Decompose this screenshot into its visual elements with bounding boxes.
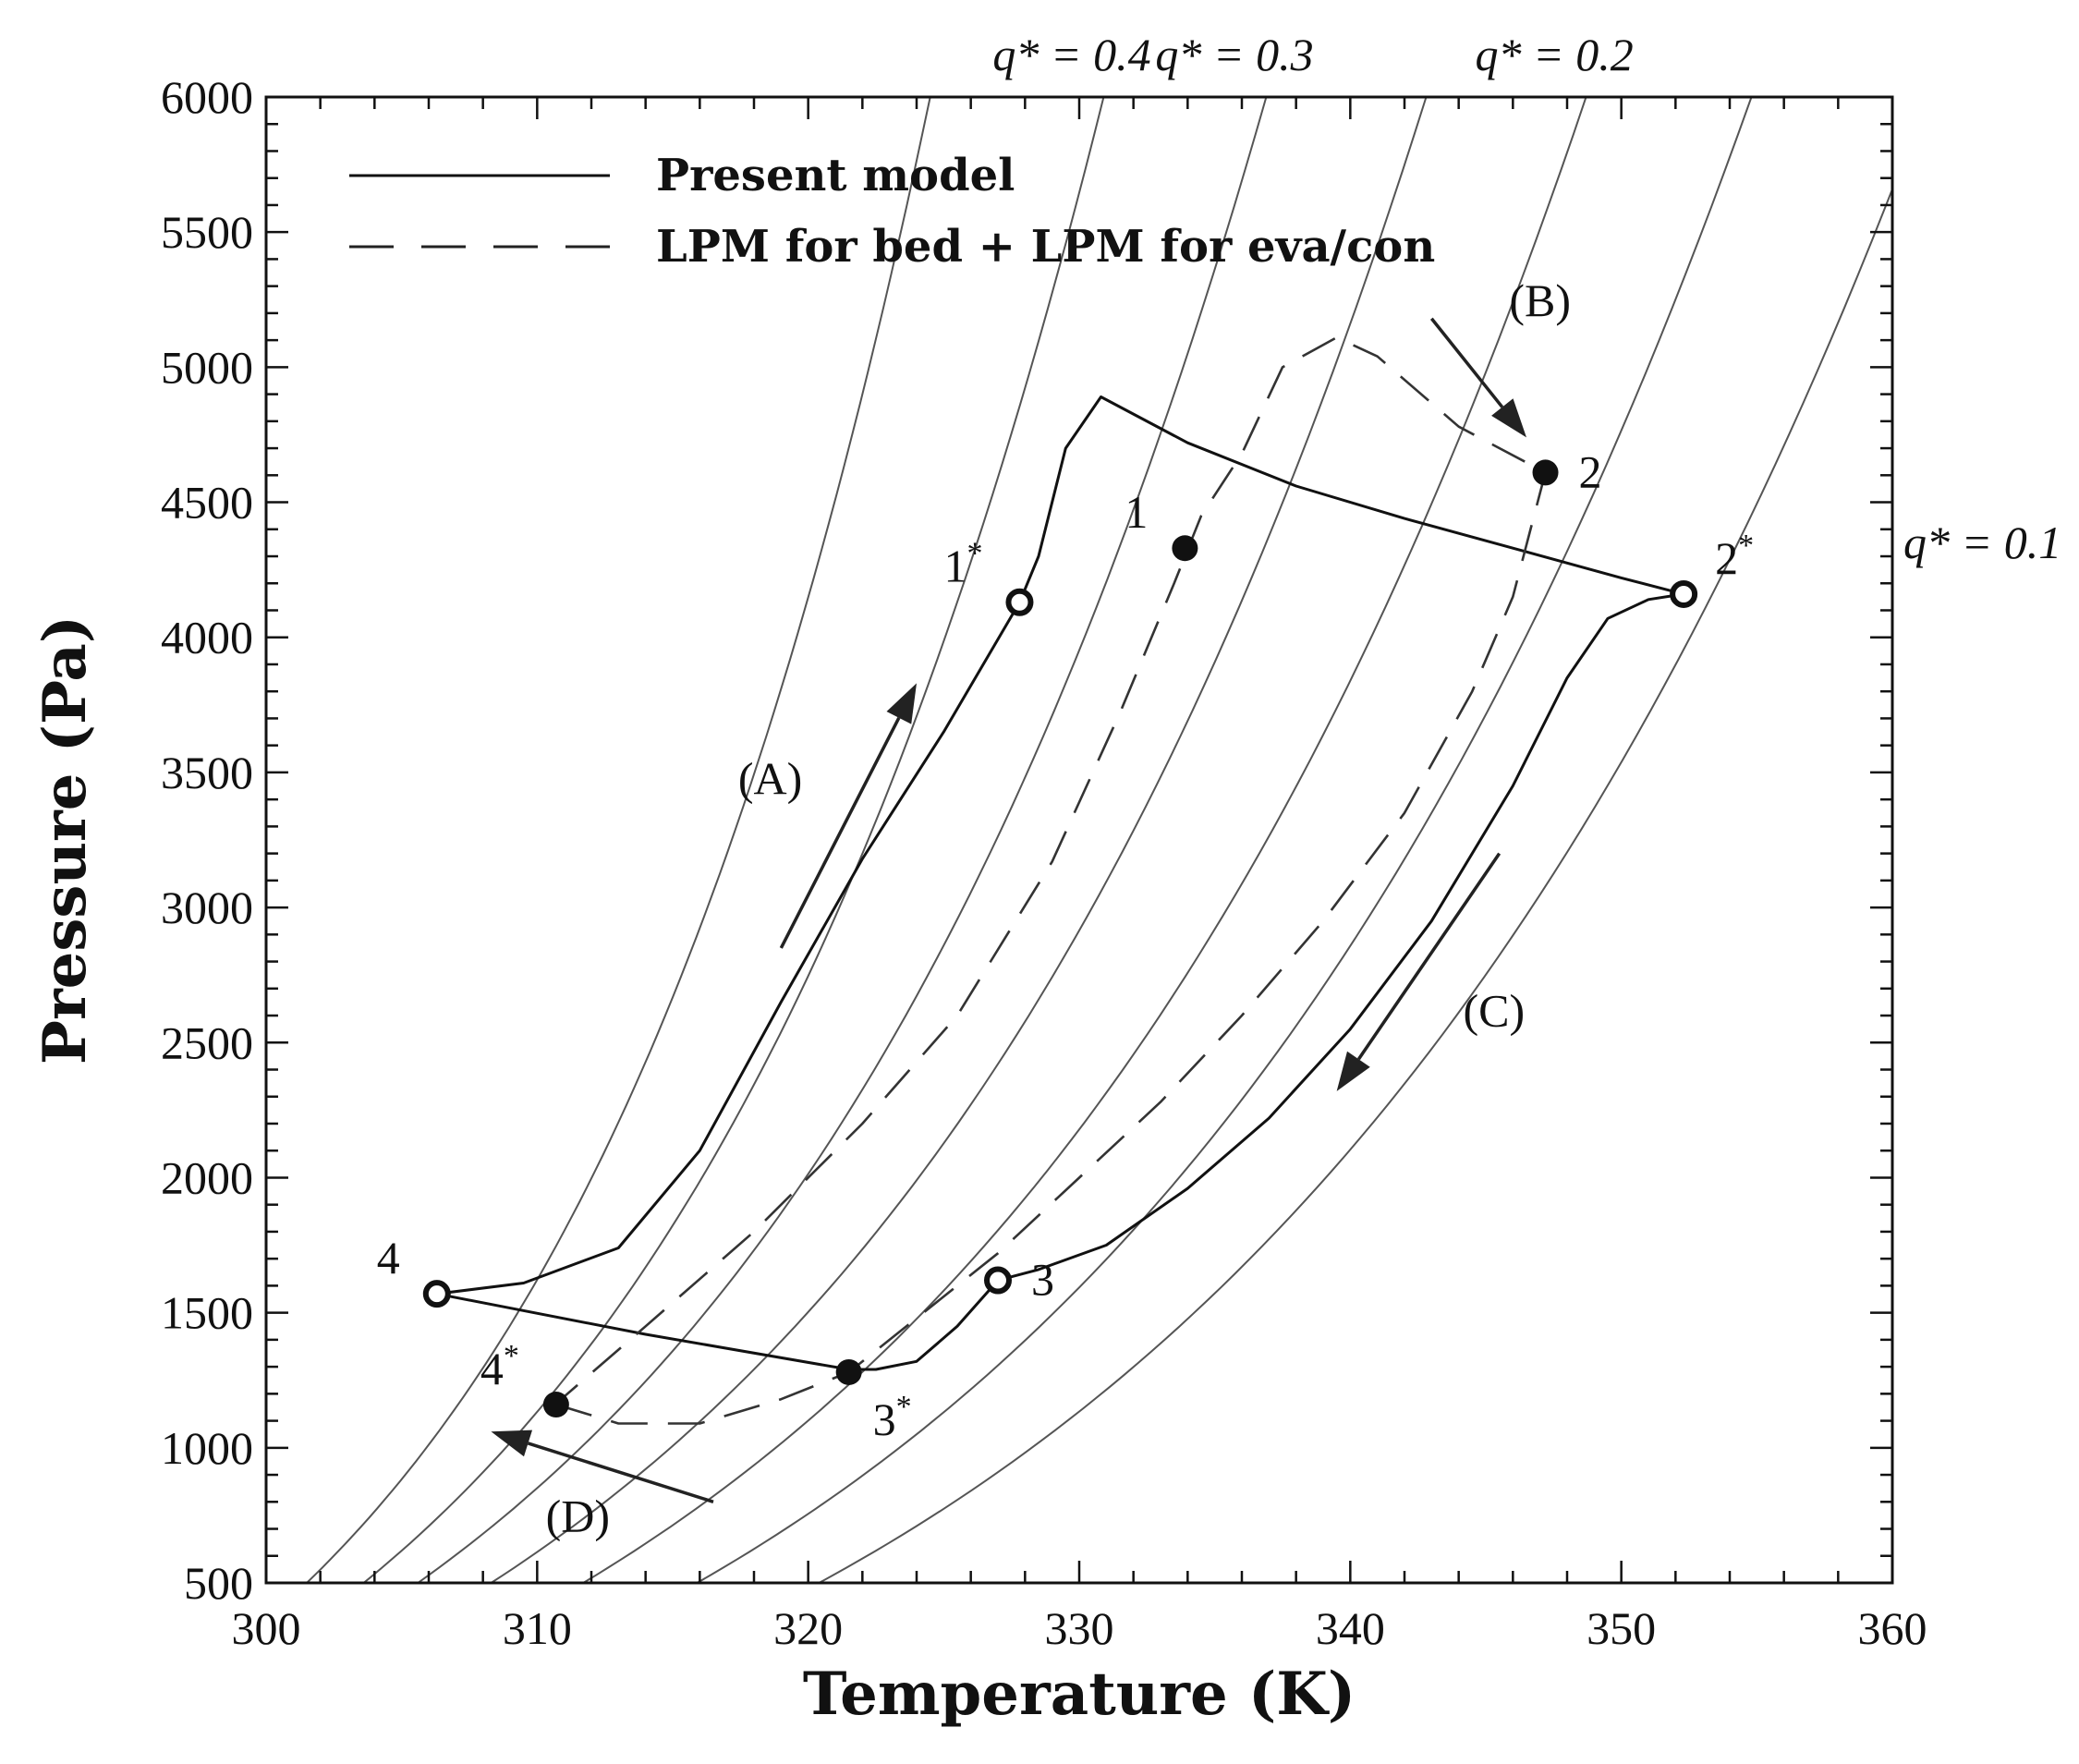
state-point-marker xyxy=(1172,535,1198,562)
isostere-label: q* = 0.3 xyxy=(1155,29,1313,80)
series-line-0 xyxy=(436,395,1685,1371)
x-axis-title: Temperature (K) xyxy=(803,1660,1356,1729)
region-annotation: (A) xyxy=(738,752,802,804)
y-tick-label: 2500 xyxy=(161,1016,253,1068)
y-tick-label: 4000 xyxy=(161,612,253,663)
region-annotation: (D) xyxy=(546,1490,610,1541)
arrow-B-head xyxy=(1491,398,1526,438)
x-tick-label: 320 xyxy=(773,1602,843,1654)
state-point-label-star: * xyxy=(896,1390,912,1424)
state-point-label-star: * xyxy=(504,1339,519,1373)
isostere-curve-4 xyxy=(582,97,1587,1583)
x-tick-label: 310 xyxy=(503,1602,572,1654)
y-axis-title: Pressure (Pa) xyxy=(30,615,100,1064)
y-tick-label: 1000 xyxy=(161,1422,253,1474)
legend: Present model LPM for bed + LPM for eva/… xyxy=(349,150,1435,273)
isostere-curve-3 xyxy=(490,97,1428,1583)
state-point-marker xyxy=(1532,459,1559,486)
isostere-curve-0 xyxy=(306,97,931,1583)
x-tick-label: 340 xyxy=(1316,1602,1385,1654)
state-point-marker xyxy=(542,1392,569,1418)
arrow-A-shaft xyxy=(779,717,901,949)
state-point-label: 4 xyxy=(377,1232,400,1283)
arrow-A-head xyxy=(886,683,917,724)
state-point-label-star: * xyxy=(967,537,982,571)
isostere-label: q* = 0.4 xyxy=(992,29,1150,80)
arrow-D-head xyxy=(491,1429,533,1457)
y-tick-label: 500 xyxy=(184,1557,253,1609)
y-tick-label: 5000 xyxy=(161,341,253,393)
x-tick-label: 350 xyxy=(1587,1602,1656,1654)
tick-layer: 300 310 320 330 340 350 3605001000150020002500… xyxy=(161,71,1927,1654)
y-tick-label: 4500 xyxy=(161,477,253,529)
y-tick-label: 5500 xyxy=(161,206,253,258)
x-tick-label: 330 xyxy=(1045,1602,1114,1654)
state-point-label: 1 xyxy=(1125,486,1148,538)
legend-label-lpm: LPM for bed + LPM for eva/con xyxy=(656,221,1435,273)
isostere-curve-5 xyxy=(696,97,1753,1583)
isostere-label-layer: q* = 0.4 q* = 0.3 q* = 0.2 q* = 0.1 xyxy=(992,29,2061,568)
annotation-layer: (A) (B) (C) (D) xyxy=(546,274,1571,1542)
arrow-B-shaft xyxy=(1429,317,1504,408)
arrow-C-shaft xyxy=(1356,852,1502,1061)
state-point-marker-open xyxy=(1005,588,1034,616)
y-tick-label: 6000 xyxy=(161,71,253,123)
state-point-marker-open xyxy=(422,1280,451,1308)
x-tick-label: 300 xyxy=(232,1602,301,1654)
y-tick-label: 2000 xyxy=(161,1151,253,1203)
state-point-label: 3 xyxy=(1031,1254,1054,1306)
y-tick-label: 1500 xyxy=(161,1287,253,1339)
state-point-label: 2 xyxy=(1579,445,1602,497)
y-tick-label: 3000 xyxy=(161,882,253,933)
isostere-curve-2 xyxy=(417,97,1268,1583)
state-point-marker xyxy=(835,1358,862,1385)
state-point-marker-open xyxy=(1670,579,1698,608)
isostere-curve-6 xyxy=(818,186,1892,1583)
arrow-D-shaft xyxy=(527,1442,714,1503)
isostere-curve-1 xyxy=(362,97,1105,1583)
y-tick-label: 3500 xyxy=(161,747,253,798)
legend-label-present-model: Present model xyxy=(656,150,1015,201)
region-annotation: (C) xyxy=(1463,985,1525,1037)
state-point-marker-open xyxy=(984,1266,1012,1295)
state-point-label-star: * xyxy=(1738,529,1754,563)
arrow-C-head xyxy=(1336,1051,1370,1091)
region-annotation: (B) xyxy=(1509,274,1571,326)
isostere-label: q* = 0.1 xyxy=(1903,517,2061,568)
x-tick-label: 360 xyxy=(1858,1602,1927,1654)
arrow-layer xyxy=(491,317,1526,1503)
isostere-label: q* = 0.2 xyxy=(1476,29,1634,80)
isostere-layer xyxy=(306,97,1892,1583)
